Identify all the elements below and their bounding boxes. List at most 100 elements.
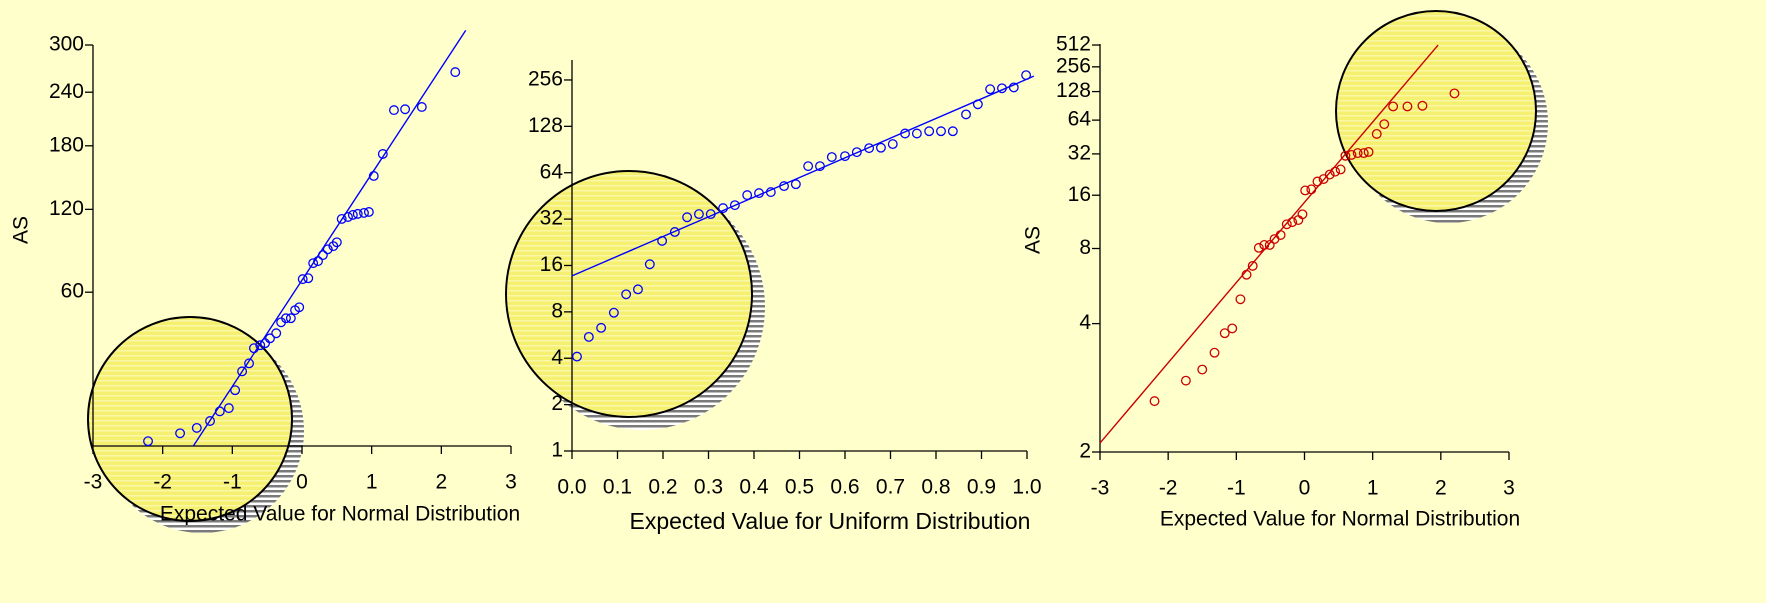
y-tick-label: 64 [1068,108,1092,131]
data-point [742,190,753,201]
data-point [1388,101,1399,112]
data-point [416,102,427,112]
data-point [368,171,379,181]
y-tick-label: 32 [540,207,563,230]
data-point [343,212,353,222]
data-point [1449,88,1460,99]
callouts [87,10,1548,533]
data-point [1253,242,1264,253]
data-point [729,200,740,211]
y-tick-label: 256 [1056,54,1091,77]
x-tick-label: 0.2 [648,476,677,499]
data-point [265,333,275,344]
data-point [322,244,333,255]
y-tick-label: 16 [540,253,563,276]
data-point [840,151,850,162]
y-tick-label: 4 [551,346,563,369]
data-point [911,128,922,139]
x-axis-label: Expected Value for Normal Distribution [160,503,520,526]
x-tick-label: 0.5 [785,476,814,499]
x-tick-label: 0 [1299,477,1311,500]
data-point [790,179,801,190]
data-point [377,149,388,159]
data-point [1008,82,1019,93]
y-tick-label: 256 [528,68,563,91]
y-tick-label: 32 [1068,141,1091,164]
x-axis-label: Expected Value for Uniform Distribution [630,508,1031,534]
data-point [1352,148,1363,159]
fit-line [192,29,467,447]
y-tick-label: 512 [1056,33,1091,56]
data-point [1247,260,1258,271]
highlight-circle [1335,10,1537,212]
data-point [294,302,305,313]
y-tick-label: 180 [49,133,84,156]
data-point [1021,70,1032,81]
data-point [596,322,607,333]
data-point [583,331,594,342]
data-point [972,99,983,110]
data-point [237,366,248,377]
data-point [924,126,935,137]
data-point [260,338,271,349]
data-point [936,126,946,137]
x-tick-label: -3 [84,471,103,494]
data-point [1259,239,1270,250]
data-point [621,289,632,300]
data-point [363,207,374,217]
data-point [900,128,911,139]
data-point [1363,146,1374,157]
x-tick-label: 0.0 [557,476,586,499]
data-point [285,313,296,324]
data-point [205,416,215,426]
data-point [572,351,582,362]
data-point [1281,219,1292,230]
data-point [1340,150,1351,161]
highlight-circle [505,170,753,418]
data-point [336,214,347,224]
data-point [313,256,323,267]
x-tick-label: 2 [1435,477,1447,500]
data-point [331,237,342,248]
data-point [779,181,789,192]
data-point [1312,176,1323,187]
y-tick-label: 16 [1068,183,1091,206]
data-point [754,188,764,199]
data-point [693,209,704,220]
data-point [1324,169,1335,180]
data-point [1379,119,1390,130]
x-tick-label: -1 [223,471,242,494]
data-point [1241,269,1252,280]
y-tick-label: 1 [551,439,563,462]
data-point [1275,230,1286,240]
x-tick-label: 0.4 [739,476,769,499]
data-point [1287,217,1298,228]
x-tick-label: 2 [435,471,447,494]
data-point [1330,166,1341,177]
y-tick-label: 128 [1056,79,1091,102]
data-point [608,307,619,318]
data-point [985,84,996,95]
x-tick-label: 3 [505,471,517,494]
data-point [644,259,655,270]
highlight-circle [87,316,293,522]
y-tick-label: 240 [49,80,84,103]
data-point [961,109,971,120]
data-point [271,328,282,339]
x-tick-label: 0.6 [830,476,859,499]
y-tick-label: 300 [49,33,84,56]
x-tick-label: 1.0 [1012,476,1041,499]
data-point [1180,375,1191,386]
data-point [1346,149,1357,160]
y-tick-label: 120 [49,197,84,220]
x-tick-label: 0.9 [967,476,996,499]
data-point [1227,323,1238,334]
data-point [705,209,716,220]
data-point [669,227,680,237]
data-point [214,406,225,417]
x-tick-label: 0.7 [876,476,905,499]
data-point [244,358,255,369]
y-tick-label: 8 [1079,236,1091,259]
y-axis-label: AS [1022,226,1045,254]
data-point [851,147,862,158]
